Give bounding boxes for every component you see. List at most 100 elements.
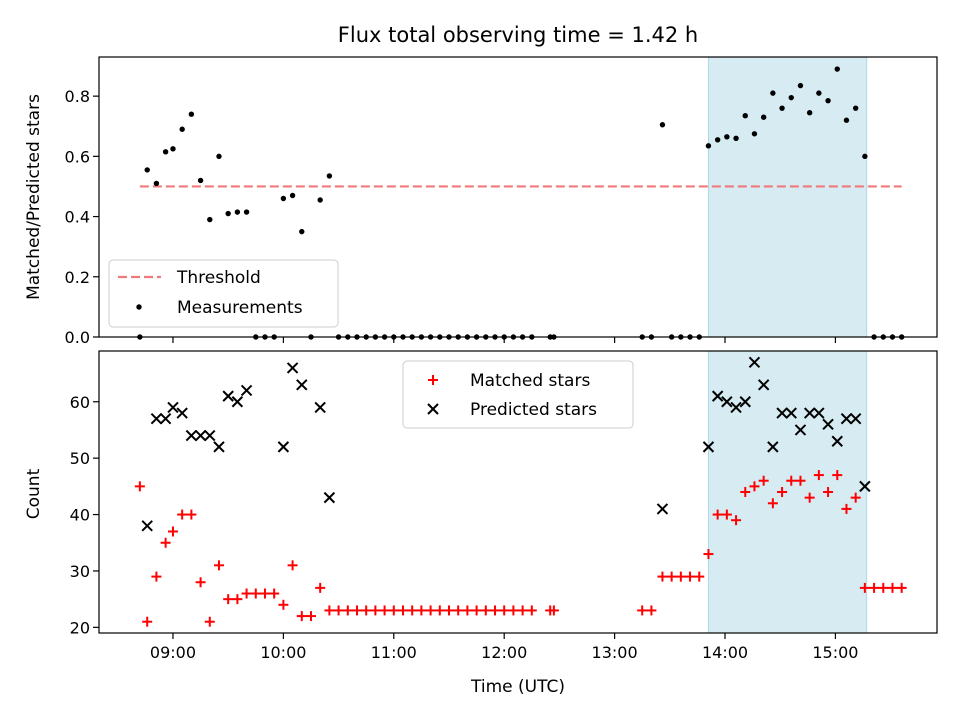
y-tick-label: 30 bbox=[70, 562, 90, 581]
legend-top-box bbox=[108, 259, 339, 328]
legend-measurement-label: Measurements bbox=[177, 298, 303, 318]
predicted-star-point bbox=[803, 407, 816, 419]
y-tick-label: 0.4 bbox=[65, 208, 90, 227]
predicted-star-point bbox=[204, 429, 216, 442]
matched-star-point bbox=[499, 605, 510, 616]
y-tick-label: 50 bbox=[70, 449, 90, 468]
measurement-point bbox=[162, 149, 169, 155]
predicted-star-point bbox=[167, 401, 179, 414]
predicted-star-point bbox=[748, 356, 761, 368]
chart-title: Flux total observing time = 1.42 h bbox=[338, 23, 698, 47]
measurement-point bbox=[225, 210, 231, 217]
matched-star-point bbox=[370, 605, 381, 616]
matched-star-point bbox=[361, 605, 372, 616]
matched-star-point bbox=[434, 605, 445, 616]
matched-star-point bbox=[526, 605, 537, 616]
matched-star-point bbox=[453, 605, 464, 616]
measurement-point bbox=[299, 228, 305, 235]
measurement-point bbox=[289, 192, 296, 199]
x-tick-label: 10:00 bbox=[260, 643, 306, 662]
predicted-star-point bbox=[159, 412, 172, 425]
top-y-axis-label: Matched/Predicted stars bbox=[24, 94, 44, 300]
matched-star-point bbox=[878, 582, 889, 593]
measurement-point bbox=[825, 97, 831, 104]
measurement-point bbox=[862, 153, 868, 160]
predicted-star-point bbox=[141, 520, 153, 532]
matched-star-point bbox=[712, 509, 723, 520]
highlight-span-1 bbox=[707, 350, 868, 634]
legend-predicted-swatch bbox=[427, 403, 439, 415]
predicted-star-point bbox=[296, 379, 308, 391]
matched-star-point bbox=[134, 481, 145, 492]
predicted-star-point bbox=[711, 390, 724, 402]
matched-star-point bbox=[142, 616, 153, 627]
matched-star-point bbox=[666, 571, 677, 582]
predicted-star-point bbox=[849, 412, 862, 425]
matched-star-point bbox=[351, 605, 362, 616]
measurement-point bbox=[733, 135, 739, 141]
matched-star-point bbox=[804, 492, 815, 503]
predicted-star-point bbox=[323, 491, 336, 504]
matched-star-point bbox=[859, 582, 870, 593]
measurement-point bbox=[852, 105, 859, 111]
matched-star-point bbox=[813, 470, 824, 481]
panel-frame-0 bbox=[98, 56, 938, 338]
matched-star-point bbox=[241, 588, 252, 599]
matched-star-point bbox=[795, 475, 806, 486]
predicted-star-point bbox=[859, 480, 871, 493]
matched-star-point bbox=[777, 487, 788, 497]
matched-star-point bbox=[315, 582, 326, 593]
matched-star-point bbox=[388, 605, 399, 616]
legend-matched-swatch bbox=[428, 375, 438, 385]
predicted-star-point bbox=[721, 396, 733, 408]
legend-measurement-swatch bbox=[136, 304, 142, 310]
predicted-star-point bbox=[176, 407, 188, 419]
measurement-point bbox=[207, 216, 213, 223]
measurement-point bbox=[742, 113, 748, 119]
legend-bottom-box bbox=[402, 360, 634, 429]
matched-star-point bbox=[186, 509, 197, 520]
predicted-star-point bbox=[785, 407, 797, 419]
predicted-star-point bbox=[794, 424, 807, 436]
matched-star-point bbox=[305, 611, 316, 622]
predicted-star-point bbox=[240, 384, 253, 397]
measurement-point bbox=[216, 153, 222, 160]
x-tick-label: 11:00 bbox=[371, 643, 417, 662]
matched-star-point bbox=[786, 475, 797, 486]
matched-star-point bbox=[177, 509, 188, 520]
x-tick-label: 13:00 bbox=[592, 643, 638, 662]
matched-star-point bbox=[223, 594, 234, 605]
matched-star-point bbox=[749, 481, 760, 492]
panel-frame-1 bbox=[98, 350, 938, 634]
matched-star-point bbox=[832, 470, 843, 481]
matched-star-point bbox=[731, 515, 742, 526]
measurement-point bbox=[179, 126, 185, 132]
measurement-point bbox=[153, 180, 160, 187]
measurement-point bbox=[659, 122, 666, 128]
predicted-star-point bbox=[739, 396, 751, 408]
x-tick-label: 14:00 bbox=[702, 643, 748, 662]
highlight-span-0 bbox=[707, 56, 868, 338]
measurement-point bbox=[188, 111, 195, 117]
y-tick-label: 0.2 bbox=[65, 268, 90, 287]
measurement-point bbox=[788, 94, 794, 101]
matched-star-point bbox=[443, 605, 454, 616]
matched-star-point bbox=[416, 605, 427, 616]
matched-star-point bbox=[167, 526, 178, 537]
matched-star-point bbox=[721, 509, 732, 520]
legend-threshold-label: Threshold bbox=[176, 268, 261, 288]
matched-star-point bbox=[342, 605, 353, 616]
matched-star-point bbox=[850, 492, 861, 503]
predicted-star-point bbox=[776, 407, 788, 419]
x-axis-label: Time (UTC) bbox=[470, 677, 565, 697]
legend-predicted-label: Predicted stars bbox=[470, 400, 597, 420]
y-tick-label: 0.6 bbox=[65, 147, 90, 166]
predicted-star-point bbox=[314, 401, 326, 414]
matched-star-point bbox=[823, 487, 834, 497]
predicted-star-point bbox=[222, 390, 234, 402]
predicted-star-point bbox=[840, 412, 853, 425]
matched-star-point bbox=[213, 560, 224, 571]
matched-star-point bbox=[324, 605, 335, 616]
measurement-point bbox=[197, 177, 204, 184]
